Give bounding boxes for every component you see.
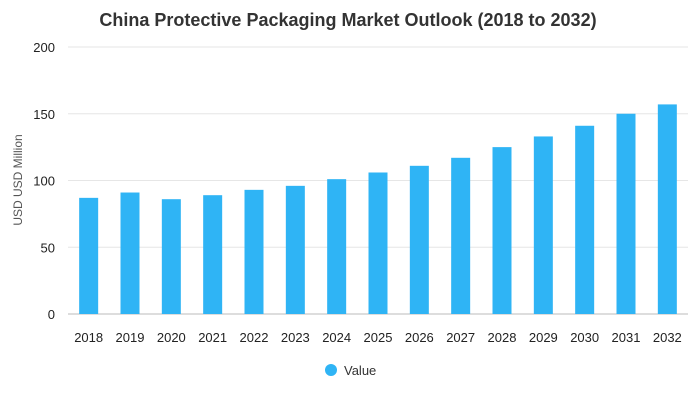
bar-2024[interactable] (327, 179, 347, 314)
y-axis-label: USD USD Million (11, 134, 25, 225)
y-tick-label: 50 (41, 240, 55, 255)
x-tick-label: 2020 (157, 330, 186, 345)
bar-2032[interactable] (657, 104, 677, 314)
bar-2026[interactable] (409, 165, 429, 314)
y-tick-label: 150 (33, 107, 55, 122)
y-axis-ticks: 0 50 100 150 200 (33, 40, 55, 322)
bar-2030[interactable] (575, 125, 595, 314)
x-tick-label: 2031 (612, 330, 641, 345)
x-tick-label: 2019 (116, 330, 145, 345)
y-tick-label: 100 (33, 174, 55, 189)
chart-title: China Protective Packaging Market Outloo… (99, 10, 596, 30)
x-tick-label: 2018 (74, 330, 103, 345)
x-tick-label: 2023 (281, 330, 310, 345)
x-tick-label: 2026 (405, 330, 434, 345)
bar-2023[interactable] (285, 185, 305, 314)
bar-2031[interactable] (616, 113, 636, 314)
bar-2028[interactable] (492, 147, 512, 314)
x-tick-label: 2030 (570, 330, 599, 345)
x-tick-label: 2022 (240, 330, 269, 345)
x-axis-ticks: 2018 2019 2020 2021 2022 2023 2024 2025 2026 2027… (74, 330, 682, 345)
legend: Value (325, 363, 376, 378)
x-tick-label: 2028 (488, 330, 517, 345)
y-tick-label: 200 (33, 40, 55, 55)
bar-2022[interactable] (244, 189, 264, 314)
x-tick-label: 2027 (446, 330, 475, 345)
y-tick-label: 0 (48, 307, 55, 322)
legend-swatch-value (325, 364, 337, 376)
bar-2019[interactable] (120, 192, 140, 314)
bars (79, 104, 677, 314)
legend-label-value: Value (344, 363, 376, 378)
bar-2029[interactable] (533, 136, 553, 314)
x-tick-label: 2021 (198, 330, 227, 345)
x-tick-label: 2032 (653, 330, 682, 345)
bar-2020[interactable] (161, 199, 181, 314)
bar-2027[interactable] (451, 157, 471, 314)
bar-2018[interactable] (79, 197, 99, 314)
x-tick-label: 2024 (322, 330, 351, 345)
bar-2021[interactable] (203, 195, 223, 314)
x-tick-label: 2029 (529, 330, 558, 345)
x-tick-label: 2025 (364, 330, 393, 345)
bar-2025[interactable] (368, 172, 388, 314)
